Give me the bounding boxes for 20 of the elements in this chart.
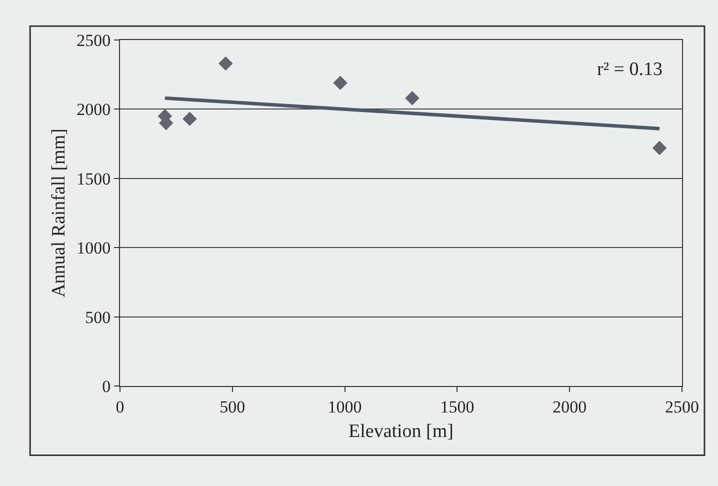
annotation: r² = 0.13 xyxy=(597,59,662,80)
point xyxy=(333,76,348,90)
y-tick-label: 2500 xyxy=(76,30,111,50)
point xyxy=(182,112,197,126)
y-tick-label: 0 xyxy=(102,376,111,396)
y-axis-title: Annual Rainfall [mm] xyxy=(48,128,70,298)
point xyxy=(652,140,667,156)
point xyxy=(405,90,420,106)
y-tick-label: 1000 xyxy=(76,238,111,258)
x-tick-label: 500 xyxy=(220,397,246,416)
point xyxy=(218,56,233,71)
y-tick-label: 500 xyxy=(85,308,111,327)
x-tick-label: 2500 xyxy=(665,397,699,416)
x-tick-label: 1000 xyxy=(328,397,362,416)
x-tick-label: 2000 xyxy=(552,397,587,416)
x-tick-label: 1500 xyxy=(440,397,474,416)
y-tick-label: 2000 xyxy=(76,100,111,120)
x-tick-label: 0 xyxy=(116,397,124,416)
y-tick-label: 1500 xyxy=(76,169,111,188)
x-axis-title: Elevation [m] xyxy=(348,421,454,442)
